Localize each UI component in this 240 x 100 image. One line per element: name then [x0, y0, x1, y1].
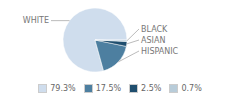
- html-text:17.5%: 17.5%: [95, 84, 122, 93]
- svg-text:WHITE: WHITE: [23, 16, 49, 25]
- html-text:79.3%: 79.3%: [50, 84, 76, 93]
- svg-text:HISPANIC: HISPANIC: [141, 47, 179, 56]
- html-text:0.7%: 0.7%: [181, 84, 202, 93]
- html-text:2.5%: 2.5%: [141, 84, 162, 93]
- svg-text:BLACK: BLACK: [141, 25, 168, 34]
- svg-text:ASIAN: ASIAN: [141, 36, 165, 45]
